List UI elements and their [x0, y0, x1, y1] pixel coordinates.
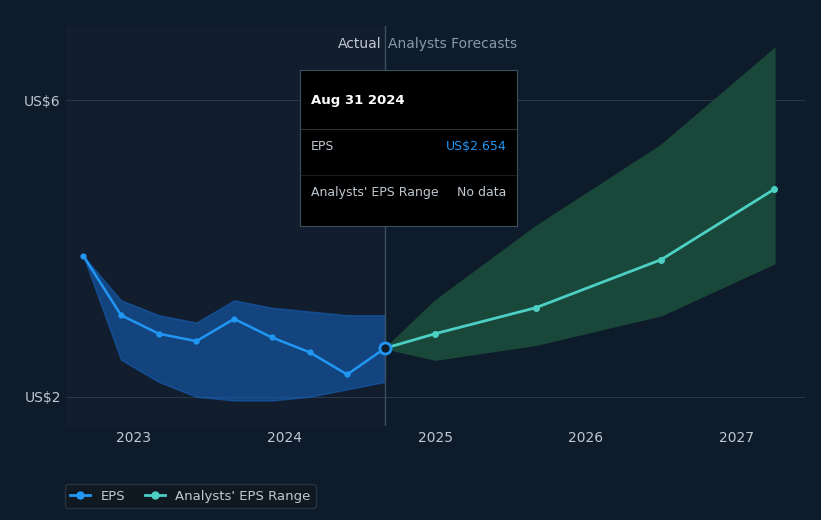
Legend: EPS, Analysts' EPS Range: EPS, Analysts' EPS Range	[65, 484, 316, 508]
Text: Aug 31 2024: Aug 31 2024	[310, 94, 404, 107]
Text: EPS: EPS	[310, 140, 334, 153]
Text: No data: No data	[457, 186, 507, 199]
Text: Actual: Actual	[338, 37, 382, 51]
Text: Analysts' EPS Range: Analysts' EPS Range	[310, 186, 438, 199]
Text: Analysts Forecasts: Analysts Forecasts	[388, 37, 517, 51]
Text: US$2.654: US$2.654	[446, 140, 507, 153]
Bar	[66, 26, 385, 426]
